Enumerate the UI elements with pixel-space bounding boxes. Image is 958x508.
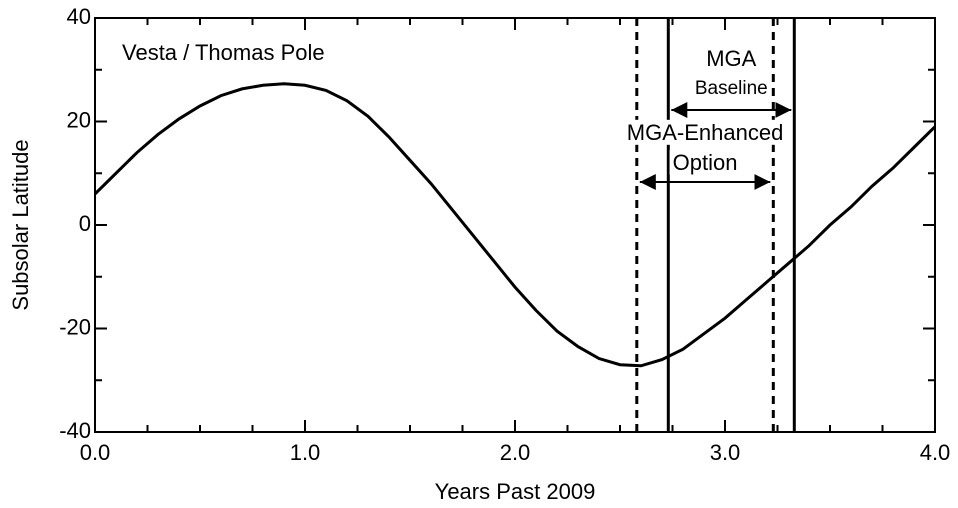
range-label: MGA-Enhanced: [627, 120, 784, 145]
x-tick-label: 0.0: [80, 440, 111, 465]
y-axis-label: Subsolar Latitude: [8, 139, 33, 310]
x-tick-label: 3.0: [710, 440, 741, 465]
y-tick-label: 40: [67, 4, 91, 29]
label-background: [623, 119, 787, 145]
y-tick-label: 0: [79, 211, 91, 236]
y-tick-label: -40: [59, 418, 91, 443]
y-tick-label: 20: [67, 107, 91, 132]
plot-frame: [94, 17, 936, 433]
x-tick-label: 1.0: [290, 440, 321, 465]
x-axis-label: Years Past 2009: [435, 479, 596, 504]
label-background: [691, 78, 771, 100]
range-label: Option: [673, 150, 738, 175]
label-background: [703, 45, 760, 71]
data-line: [93, 82, 937, 368]
label-background: [669, 149, 741, 175]
x-tick-label: 2.0: [500, 440, 531, 465]
range-label: Baseline: [695, 78, 768, 99]
x-tick-label: 4.0: [920, 440, 951, 465]
y-tick-label: -20: [59, 314, 91, 339]
range-label: MGA: [706, 46, 756, 71]
annotation: Vesta / Thomas Pole: [122, 40, 325, 65]
